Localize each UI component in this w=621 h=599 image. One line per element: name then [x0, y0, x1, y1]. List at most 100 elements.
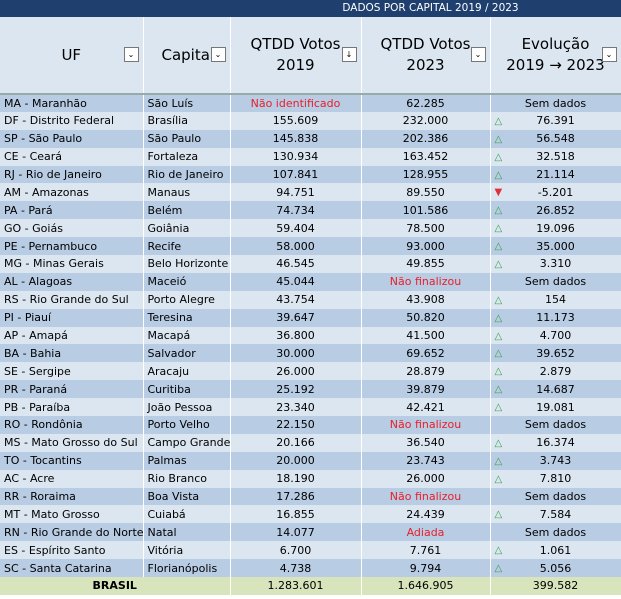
uf-cell[interactable]: DF - Distrito Federal: [0, 111, 144, 130]
sort-dropdown-2019[interactable]: ↓: [341, 47, 357, 62]
evolution-cell[interactable]: △ 21.114: [490, 165, 621, 184]
uf-cell[interactable]: MS - Mato Grosso do Sul: [0, 433, 144, 452]
votes-2023-cell[interactable]: 23.743: [361, 451, 491, 470]
evolution-cell[interactable]: Sem dados: [490, 416, 621, 434]
uf-cell[interactable]: PB - Paraíba: [0, 398, 144, 417]
votes-2023-cell[interactable]: 9.794: [361, 559, 491, 578]
evolution-cell[interactable]: △ 3.310: [490, 255, 621, 273]
votes-2023-cell[interactable]: 101.586: [361, 201, 491, 220]
uf-cell[interactable]: RS - Rio Grande do Sul: [0, 290, 144, 309]
evolution-cell[interactable]: △ 19.081: [490, 398, 621, 417]
capital-cell[interactable]: Fortaleza: [143, 147, 231, 166]
votes-2023-cell[interactable]: 24.439: [361, 505, 491, 524]
evolution-cell[interactable]: Sem dados: [490, 487, 621, 506]
votes-2023-cell[interactable]: Não finalizou: [361, 272, 491, 291]
votes-2019-cell[interactable]: 130.934: [230, 147, 362, 166]
votes-2023-cell[interactable]: 128.955: [361, 165, 491, 184]
uf-cell[interactable]: BA - Bahia: [0, 344, 144, 363]
votes-2023-cell[interactable]: 93.000: [361, 237, 491, 256]
capital-cell[interactable]: Salvador: [143, 344, 231, 363]
evolution-cell[interactable]: △ 5.056: [490, 559, 621, 578]
votes-2019-cell[interactable]: 36.800: [230, 326, 362, 345]
evolution-cell[interactable]: △ 14.687: [490, 380, 621, 399]
uf-cell[interactable]: SP - São Paulo: [0, 129, 144, 148]
votes-2023-cell[interactable]: 69.652: [361, 344, 491, 363]
filter-dropdown-uf[interactable]: ⌄: [123, 47, 139, 62]
votes-2023-cell[interactable]: Não finalizou: [361, 416, 491, 434]
evolution-cell[interactable]: △ 35.000: [490, 237, 621, 256]
uf-cell[interactable]: RR - Roraima: [0, 487, 144, 506]
uf-cell[interactable]: CE - Ceará: [0, 147, 144, 166]
votes-2023-cell[interactable]: 62.285: [361, 94, 491, 112]
uf-cell[interactable]: ES - Espírito Santo: [0, 541, 144, 560]
votes-2019-cell[interactable]: 30.000: [230, 344, 362, 363]
evolution-cell[interactable]: △ 32.518: [490, 147, 621, 166]
capital-cell[interactable]: Aracaju: [143, 362, 231, 381]
capital-cell[interactable]: Manaus: [143, 183, 231, 202]
votes-2019-cell[interactable]: Não identificado: [230, 94, 362, 112]
votes-2023-cell[interactable]: 89.550: [361, 183, 491, 202]
uf-cell[interactable]: TO - Tocantins: [0, 451, 144, 470]
evolution-cell[interactable]: Sem dados: [490, 523, 621, 542]
votes-2019-cell[interactable]: 17.286: [230, 487, 362, 506]
capital-cell[interactable]: São Paulo: [143, 129, 231, 148]
evolution-cell[interactable]: △ 1.061: [490, 541, 621, 560]
evolution-cell[interactable]: ▼ -5.201: [490, 183, 621, 202]
uf-cell[interactable]: AL - Alagoas: [0, 272, 144, 291]
evolution-cell[interactable]: △ 76.391: [490, 111, 621, 130]
capital-cell[interactable]: Recife: [143, 237, 231, 256]
capital-cell[interactable]: Brasília: [143, 111, 231, 130]
evolution-cell[interactable]: △ 2.879: [490, 362, 621, 381]
evolution-cell[interactable]: Sem dados: [490, 94, 621, 112]
capital-cell[interactable]: Rio de Janeiro: [143, 165, 231, 184]
votes-2023-cell[interactable]: 28.879: [361, 362, 491, 381]
evolution-cell[interactable]: △ 7.810: [490, 469, 621, 488]
capital-cell[interactable]: Vitória: [143, 541, 231, 560]
evolution-cell[interactable]: △ 154: [490, 290, 621, 309]
evolution-cell[interactable]: △ 11.173: [490, 308, 621, 327]
uf-cell[interactable]: SE - Sergipe: [0, 362, 144, 381]
votes-2019-cell[interactable]: 20.000: [230, 451, 362, 470]
votes-2019-cell[interactable]: 107.841: [230, 165, 362, 184]
uf-cell[interactable]: PE - Pernambuco: [0, 237, 144, 256]
votes-2023-cell[interactable]: 50.820: [361, 308, 491, 327]
votes-2019-cell[interactable]: 94.751: [230, 183, 362, 202]
votes-2023-cell[interactable]: 7.761: [361, 541, 491, 560]
capital-cell[interactable]: Belém: [143, 201, 231, 220]
uf-cell[interactable]: AP - Amapá: [0, 326, 144, 345]
votes-2019-cell[interactable]: 45.044: [230, 272, 362, 291]
votes-2019-cell[interactable]: 23.340: [230, 398, 362, 417]
evolution-cell[interactable]: △ 7.584: [490, 505, 621, 524]
capital-cell[interactable]: Florianópolis: [143, 559, 231, 578]
votes-2023-cell[interactable]: 49.855: [361, 255, 491, 273]
capital-cell[interactable]: Cuiabá: [143, 505, 231, 524]
uf-cell[interactable]: MA - Maranhão: [0, 94, 144, 112]
votes-2019-cell[interactable]: 26.000: [230, 362, 362, 381]
votes-2023-cell[interactable]: 26.000: [361, 469, 491, 488]
evolution-cell[interactable]: △ 19.096: [490, 219, 621, 238]
filter-dropdown-evolution[interactable]: ⌄: [601, 47, 617, 62]
votes-2019-cell[interactable]: 43.754: [230, 290, 362, 309]
votes-2023-cell[interactable]: 43.908: [361, 290, 491, 309]
capital-cell[interactable]: Macapá: [143, 326, 231, 345]
votes-2023-cell[interactable]: 232.000: [361, 111, 491, 130]
capital-cell[interactable]: Goiânia: [143, 219, 231, 238]
uf-cell[interactable]: PR - Paraná: [0, 380, 144, 399]
capital-cell[interactable]: Porto Alegre: [143, 290, 231, 309]
uf-cell[interactable]: MT - Mato Grosso: [0, 505, 144, 524]
votes-2023-cell[interactable]: 202.386: [361, 129, 491, 148]
capital-cell[interactable]: Porto Velho: [143, 416, 231, 434]
votes-2023-cell[interactable]: 163.452: [361, 147, 491, 166]
filter-dropdown-capital[interactable]: ⌄: [210, 47, 226, 62]
votes-2023-cell[interactable]: Não finalizou: [361, 487, 491, 506]
votes-2023-cell[interactable]: Adiada: [361, 523, 491, 542]
uf-cell[interactable]: AM - Amazonas: [0, 183, 144, 202]
evolution-cell[interactable]: Sem dados: [490, 272, 621, 291]
capital-cell[interactable]: Palmas: [143, 451, 231, 470]
uf-cell[interactable]: RN - Rio Grande do Norte: [0, 523, 144, 542]
evolution-cell[interactable]: △ 56.548: [490, 129, 621, 148]
uf-cell[interactable]: PI - Piauí: [0, 308, 144, 327]
capital-cell[interactable]: Curitiba: [143, 380, 231, 399]
votes-2019-cell[interactable]: 6.700: [230, 541, 362, 560]
capital-cell[interactable]: Campo Grande: [143, 433, 231, 452]
